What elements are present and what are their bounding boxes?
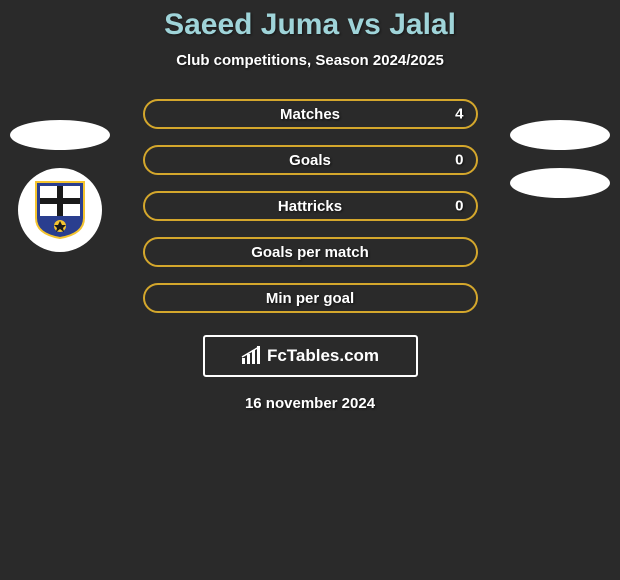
stat-right-value: 4 [455,106,463,123]
player-avatar-placeholder [10,120,110,150]
stat-label: Min per goal [266,290,354,307]
stat-row-goals: Goals 0 [143,145,478,175]
player-right-group [510,120,610,198]
stat-row-hattricks: Hattricks 0 [143,191,478,221]
stat-label: Goals per match [251,244,369,261]
bar-chart-icon [241,346,263,366]
infographic-container: Saeed Juma vs Jalal Club competitions, S… [0,0,620,580]
player-avatar-placeholder [510,120,610,150]
stat-label: Hattricks [278,198,342,215]
shield-icon [32,180,88,240]
stat-label: Matches [280,106,340,123]
date-label: 16 november 2024 [0,395,620,412]
stat-row-matches: Matches 4 [143,99,478,129]
stat-right-value: 0 [455,152,463,169]
club-badge-left [18,168,102,252]
stat-row-min-per-goal: Min per goal [143,283,478,313]
source-logo: FcTables.com [203,335,418,377]
stats-rows: Matches 4 Goals 0 Hattricks 0 Goals per … [143,99,478,313]
subtitle: Club competitions, Season 2024/2025 [0,52,620,69]
club-avatar-placeholder [510,168,610,198]
player-left-group [10,120,110,252]
stat-label: Goals [289,152,331,169]
stat-row-goals-per-match: Goals per match [143,237,478,267]
stat-right-value: 0 [455,198,463,215]
page-title: Saeed Juma vs Jalal [0,8,620,42]
source-logo-text: FcTables.com [267,346,379,366]
